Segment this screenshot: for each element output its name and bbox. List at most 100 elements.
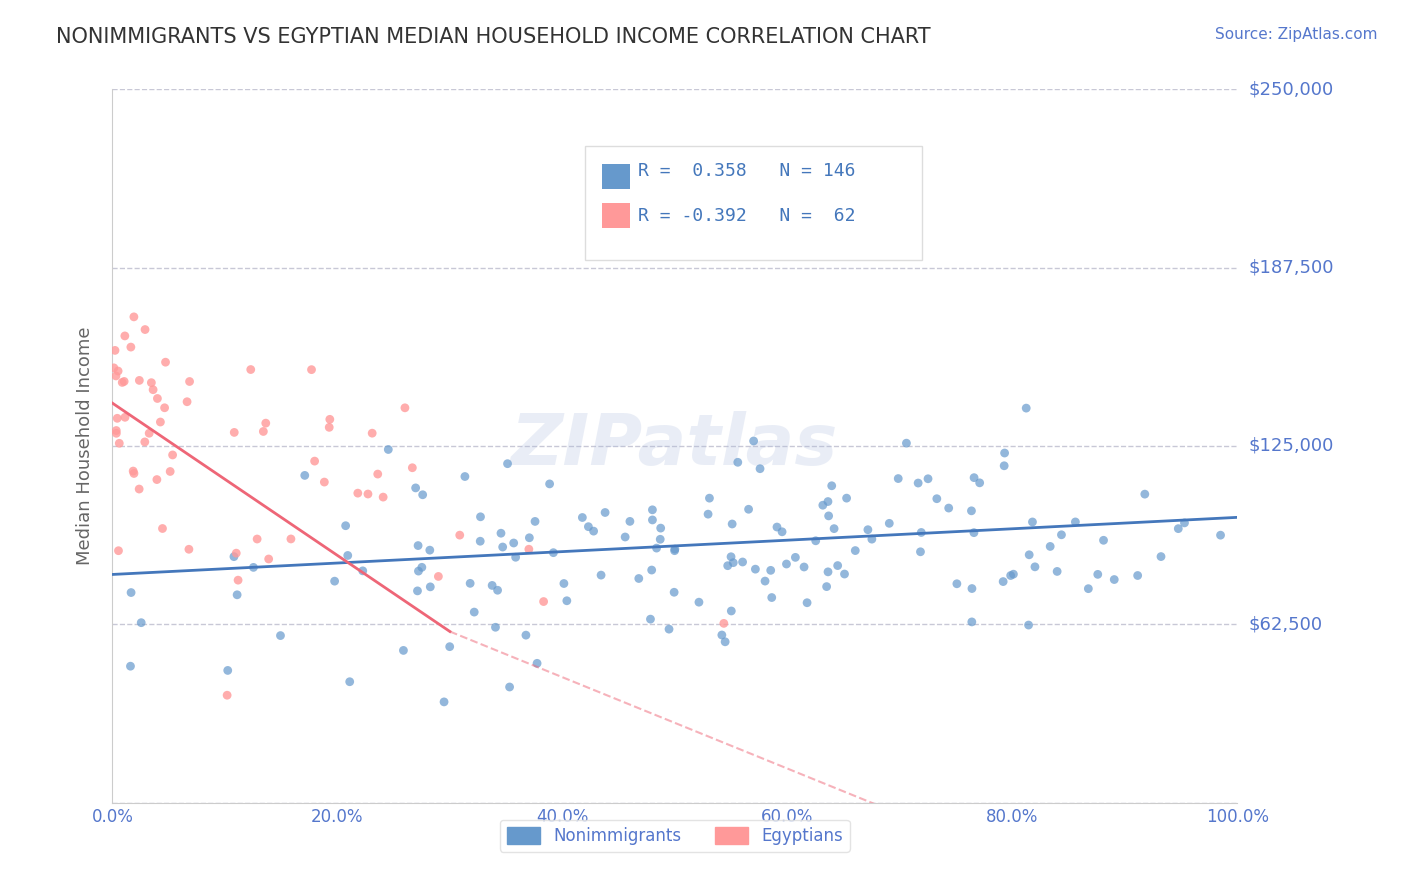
Point — [994, 446, 1017, 460]
Point — [811, 498, 834, 512]
Point — [463, 605, 485, 619]
Text: ZIPatlas: ZIPatlas — [512, 411, 838, 481]
Point — [323, 574, 346, 589]
Point — [492, 540, 515, 554]
Point — [796, 596, 818, 610]
Point — [177, 542, 200, 557]
Point — [367, 467, 389, 481]
Point — [896, 436, 918, 450]
Point — [817, 508, 839, 523]
Point — [242, 560, 264, 574]
Text: $250,000: $250,000 — [1249, 80, 1334, 98]
Point — [650, 521, 672, 535]
Point — [1046, 565, 1069, 579]
Point — [122, 464, 145, 478]
Point — [1064, 515, 1087, 529]
Point — [481, 578, 503, 592]
Point — [834, 567, 856, 582]
Point — [640, 612, 662, 626]
Point — [159, 465, 181, 479]
Point — [225, 546, 247, 560]
Point — [111, 376, 134, 390]
Point — [104, 343, 127, 358]
Point — [720, 549, 742, 564]
Point — [754, 574, 776, 588]
Point — [120, 340, 142, 354]
Point — [641, 513, 664, 527]
Point — [122, 310, 145, 324]
Point — [1024, 559, 1046, 574]
Point — [710, 628, 733, 642]
Point — [120, 585, 142, 599]
Point — [793, 560, 815, 574]
Point — [373, 490, 395, 504]
Point — [153, 401, 176, 415]
Point — [645, 541, 668, 555]
Point — [1050, 528, 1073, 542]
Point — [120, 659, 142, 673]
Point — [526, 657, 548, 671]
Point — [553, 576, 575, 591]
Point — [1173, 516, 1195, 530]
Point — [1092, 533, 1115, 548]
Point — [1126, 568, 1149, 582]
Point — [496, 457, 519, 471]
Point — [860, 532, 883, 546]
Point — [731, 555, 754, 569]
Point — [721, 516, 744, 531]
Point — [128, 482, 150, 496]
Point — [458, 576, 481, 591]
Point — [817, 494, 839, 508]
Point — [555, 593, 578, 607]
Point — [336, 549, 359, 563]
Point — [141, 376, 163, 390]
Point — [392, 643, 415, 657]
Point — [357, 487, 380, 501]
Point — [1209, 528, 1232, 542]
Point — [515, 628, 537, 642]
Point — [105, 426, 128, 441]
Point — [827, 558, 849, 573]
Point — [304, 454, 326, 468]
Point — [176, 394, 198, 409]
Point — [817, 565, 839, 579]
Point — [688, 595, 710, 609]
Point — [835, 491, 858, 505]
Point — [1133, 487, 1156, 501]
Point — [960, 615, 983, 629]
Point — [591, 568, 613, 582]
Point — [614, 530, 637, 544]
Point — [1077, 582, 1099, 596]
Point — [107, 543, 129, 558]
Point — [650, 533, 672, 547]
Point — [129, 615, 152, 630]
Point — [991, 574, 1014, 589]
Point — [419, 580, 441, 594]
Point — [910, 525, 932, 540]
Point — [114, 329, 136, 343]
Point — [969, 475, 991, 490]
Point — [134, 434, 156, 449]
Point — [146, 392, 169, 406]
Point — [1021, 515, 1043, 529]
Point — [963, 470, 986, 484]
Point — [155, 355, 177, 369]
Point — [697, 507, 720, 521]
Point — [449, 528, 471, 542]
Point — [114, 410, 136, 425]
Point — [319, 412, 342, 426]
Point — [887, 472, 910, 486]
Point — [823, 522, 845, 536]
Point — [454, 469, 477, 483]
Point — [576, 519, 599, 533]
Point — [346, 486, 368, 500]
Point — [593, 506, 616, 520]
Point — [335, 518, 357, 533]
Point — [486, 583, 509, 598]
Point — [254, 416, 277, 430]
Point — [856, 523, 879, 537]
Point — [502, 536, 524, 550]
Point — [720, 604, 742, 618]
Point — [427, 569, 450, 583]
Point — [1002, 567, 1025, 582]
